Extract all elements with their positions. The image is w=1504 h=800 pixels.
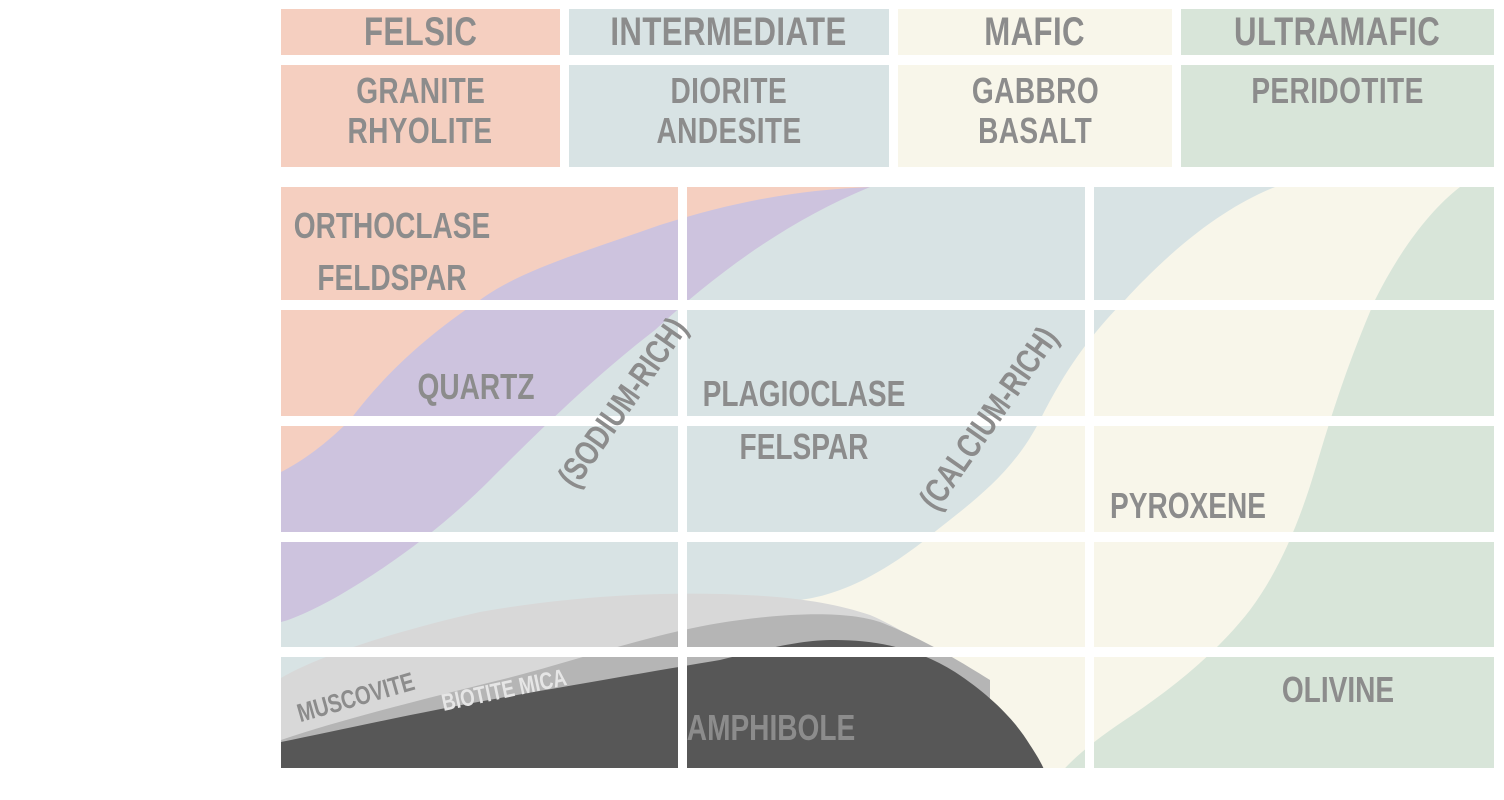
rocks-mafic-cell: GABBRO BASALT — [898, 65, 1172, 167]
group-intermediate-label: INTERMEDIATE — [610, 10, 848, 54]
group-mafic-cell: MAFIC — [898, 9, 1172, 55]
group-ultramafic-label: ULTRAMAFIC — [1234, 10, 1441, 54]
pyroxene-label: PYROXENE — [1110, 486, 1266, 526]
rock-rhyolite: RHYOLITE — [347, 110, 494, 151]
amphibole-label: AMPHIBOLE — [687, 708, 855, 748]
rock-gabbro: GABBRO — [971, 70, 1099, 111]
plagioclase-label-line2: FELSPAR — [740, 427, 869, 467]
group-felsic-cell: FELSIC — [281, 9, 560, 55]
group-intermediate-cell: INTERMEDIATE — [569, 9, 889, 55]
grid-lines — [281, 187, 1494, 768]
amphibole-region — [281, 640, 1044, 768]
olivine-region — [1065, 187, 1494, 768]
orthoclase-label-line2: FELDSPAR — [317, 258, 466, 298]
olivine-label: OLIVINE — [1282, 670, 1394, 710]
rocks-ultramafic-cell: PERIDOTITE — [1181, 65, 1494, 167]
rocks-felsic-cell: GRANITE RHYOLITE — [281, 65, 560, 167]
plagioclase-label-line1: PLAGIOCLASE — [703, 374, 906, 414]
rock-andesite: ANDESITE — [656, 110, 802, 151]
group-ultramafic-cell: ULTRAMAFIC — [1181, 9, 1494, 55]
orthoclase-label-line1: ORTHOCLASE — [294, 206, 490, 246]
rock-diorite: DIORITE — [670, 70, 788, 111]
group-mafic-label: MAFIC — [984, 10, 1086, 54]
quartz-label: QUARTZ — [418, 367, 535, 407]
rock-peridotite: PERIDOTITE — [1251, 70, 1424, 111]
orthoclase-region — [281, 187, 870, 472]
rocks-intermediate-cell: DIORITE ANDESITE — [569, 65, 889, 167]
rock-granite: GRANITE — [355, 70, 486, 111]
group-felsic-label: FELSIC — [363, 10, 478, 54]
rock-basalt: BASALT — [977, 110, 1093, 151]
